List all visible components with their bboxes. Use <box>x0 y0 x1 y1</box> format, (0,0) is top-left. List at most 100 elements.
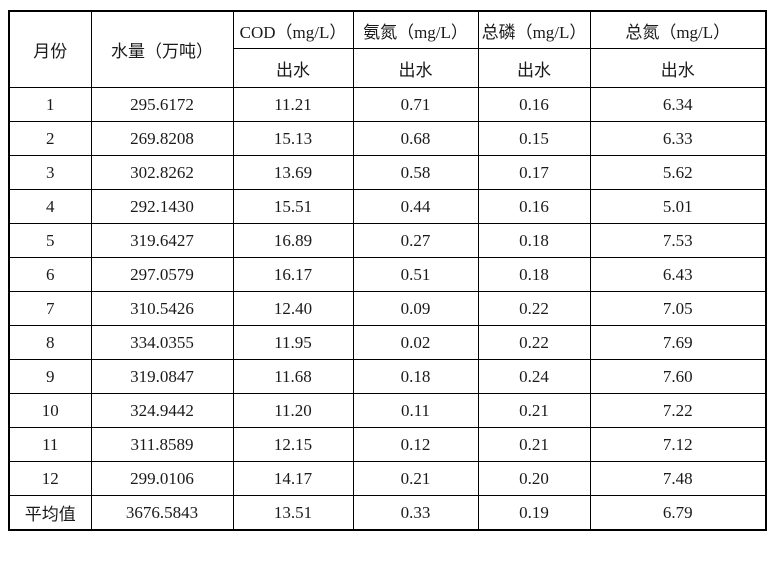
table-cell: 7.05 <box>589 291 767 326</box>
table-cell: 11.21 <box>232 87 354 122</box>
table-cell: 324.9442 <box>90 393 234 428</box>
table-row: 2 269.8208 15.13 0.68 0.15 6.33 <box>8 121 767 156</box>
table-cell: 2 <box>8 121 92 156</box>
table-row: 9 319.0847 11.68 0.18 0.24 7.60 <box>8 359 767 394</box>
table-cell: 0.12 <box>352 427 479 462</box>
table-cell: 5.01 <box>589 189 767 224</box>
table-row: 6 297.0579 16.17 0.51 0.18 6.43 <box>8 257 767 292</box>
table-cell: 1 <box>8 87 92 122</box>
table-cell: 319.6427 <box>90 223 234 258</box>
table-cell: 6.33 <box>589 121 767 156</box>
table-cell: 6.34 <box>589 87 767 122</box>
table-cell: 7.48 <box>589 461 767 496</box>
table-cell: 7.69 <box>589 325 767 360</box>
table-cell: 10 <box>8 393 92 428</box>
table-cell: 15.51 <box>232 189 354 224</box>
table-cell: 0.16 <box>477 87 591 122</box>
table-cell: 3 <box>8 155 92 190</box>
table-cell: 11 <box>8 427 92 462</box>
subheader-effluent-cod: 出水 <box>232 48 354 88</box>
table-cell: 11.68 <box>232 359 354 394</box>
table-cell: 5.62 <box>589 155 767 190</box>
table-cell: 3676.5843 <box>90 495 234 531</box>
table-cell: 13.51 <box>232 495 354 531</box>
table-cell: 7.22 <box>589 393 767 428</box>
table-cell: 13.69 <box>232 155 354 190</box>
table-cell: 0.09 <box>352 291 479 326</box>
table-cell: 0.22 <box>477 325 591 360</box>
table-cell: 5 <box>8 223 92 258</box>
table-cell: 299.0106 <box>90 461 234 496</box>
table-cell: 6 <box>8 257 92 292</box>
table-cell: 9 <box>8 359 92 394</box>
table-cell: 311.8589 <box>90 427 234 462</box>
table-cell: 269.8208 <box>90 121 234 156</box>
table-cell: 0.16 <box>477 189 591 224</box>
table-row-average: 平均值 3676.5843 13.51 0.33 0.19 6.79 <box>8 495 767 531</box>
table-cell: 7.60 <box>589 359 767 394</box>
table-cell: 0.20 <box>477 461 591 496</box>
table-cell: 0.18 <box>477 223 591 258</box>
water-quality-table: 月份 水量（万吨） COD（mg/L） 氨氮（mg/L） 总磷（mg/L） 总氮… <box>8 10 767 531</box>
table-row: 5 319.6427 16.89 0.27 0.18 7.53 <box>8 223 767 258</box>
table-cell: 334.0355 <box>90 325 234 360</box>
header-ammonia-nitrogen: 氨氮（mg/L） <box>352 10 479 49</box>
table-cell: 4 <box>8 189 92 224</box>
table-cell: 297.0579 <box>90 257 234 292</box>
table-cell: 319.0847 <box>90 359 234 394</box>
table-cell: 0.15 <box>477 121 591 156</box>
table-cell: 302.8262 <box>90 155 234 190</box>
table-cell: 0.11 <box>352 393 479 428</box>
table-row: 12 299.0106 14.17 0.21 0.20 7.48 <box>8 461 767 496</box>
header-row-top: 月份 水量（万吨） COD（mg/L） 氨氮（mg/L） 总磷（mg/L） 总氮… <box>8 10 767 88</box>
table-body: 1 295.6172 11.21 0.71 0.16 6.34 2 269.82… <box>8 87 767 531</box>
table-header: 月份 水量（万吨） COD（mg/L） 氨氮（mg/L） 总磷（mg/L） 总氮… <box>8 10 767 88</box>
table-row: 3 302.8262 13.69 0.58 0.17 5.62 <box>8 155 767 190</box>
table-row: 10 324.9442 11.20 0.11 0.21 7.22 <box>8 393 767 428</box>
table-row: 1 295.6172 11.21 0.71 0.16 6.34 <box>8 87 767 122</box>
table-cell: 12.15 <box>232 427 354 462</box>
table-cell: 12 <box>8 461 92 496</box>
subheader-effluent-nh3n: 出水 <box>352 48 479 88</box>
table-cell: 0.17 <box>477 155 591 190</box>
table-cell: 6.79 <box>589 495 767 531</box>
table-cell: 0.19 <box>477 495 591 531</box>
table-cell: 0.22 <box>477 291 591 326</box>
table-row: 7 310.5426 12.40 0.09 0.22 7.05 <box>8 291 767 326</box>
table-cell: 16.17 <box>232 257 354 292</box>
table-cell: 6.43 <box>589 257 767 292</box>
table-cell: 0.18 <box>477 257 591 292</box>
table-cell: 0.21 <box>477 393 591 428</box>
table-cell: 7 <box>8 291 92 326</box>
table-row: 8 334.0355 11.95 0.02 0.22 7.69 <box>8 325 767 360</box>
table-cell: 0.44 <box>352 189 479 224</box>
table-cell: 7.12 <box>589 427 767 462</box>
table-cell: 11.20 <box>232 393 354 428</box>
table-cell: 0.18 <box>352 359 479 394</box>
table-cell: 15.13 <box>232 121 354 156</box>
table-cell: 295.6172 <box>90 87 234 122</box>
table-cell: 0.71 <box>352 87 479 122</box>
header-total-nitrogen: 总氮（mg/L） <box>589 10 767 49</box>
table-cell: 7.53 <box>589 223 767 258</box>
table-cell: 0.21 <box>477 427 591 462</box>
table-cell: 14.17 <box>232 461 354 496</box>
header-row-sub: 出水 出水 出水 出水 <box>9 48 767 88</box>
table-cell: 0.68 <box>352 121 479 156</box>
header-month: 月份 <box>8 10 92 88</box>
subheader-effluent-tn: 出水 <box>589 48 767 88</box>
table-cell: 0.21 <box>352 461 479 496</box>
table-cell: 12.40 <box>232 291 354 326</box>
subheader-effluent-tp: 出水 <box>477 48 591 88</box>
table-cell: 0.51 <box>352 257 479 292</box>
table-cell: 292.1430 <box>90 189 234 224</box>
table-row: 4 292.1430 15.51 0.44 0.16 5.01 <box>8 189 767 224</box>
table-cell: 0.27 <box>352 223 479 258</box>
table-cell: 0.02 <box>352 325 479 360</box>
header-cod: COD（mg/L） <box>232 10 354 49</box>
table-cell: 平均值 <box>8 495 92 531</box>
table-cell: 0.33 <box>352 495 479 531</box>
header-total-phosphorus: 总磷（mg/L） <box>477 10 591 49</box>
table-cell: 0.58 <box>352 155 479 190</box>
